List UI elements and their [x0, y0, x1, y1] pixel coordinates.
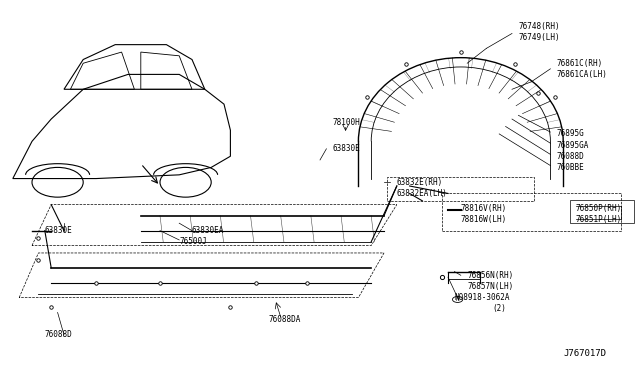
Text: N: N: [456, 297, 460, 302]
Text: (2): (2): [493, 304, 507, 313]
Text: 76895GA: 76895GA: [557, 141, 589, 150]
Text: 76500J: 76500J: [179, 237, 207, 246]
Text: 76748(RH): 76748(RH): [518, 22, 560, 31]
Text: 63832EA(LH): 63832EA(LH): [397, 189, 447, 198]
Text: 78100H: 78100H: [333, 118, 360, 127]
Text: 76850P(RH): 76850P(RH): [576, 204, 622, 213]
Text: 78816V(RH): 78816V(RH): [461, 204, 507, 213]
Text: 76861C(RH): 76861C(RH): [557, 59, 603, 68]
Text: 76851P(LH): 76851P(LH): [576, 215, 622, 224]
Text: 63830EA: 63830EA: [192, 226, 225, 235]
Text: J767017D: J767017D: [563, 349, 606, 358]
Text: 76861CA(LH): 76861CA(LH): [557, 70, 607, 79]
Text: 76856N(RH): 76856N(RH): [467, 271, 513, 280]
Text: 63830E: 63830E: [45, 226, 72, 235]
Text: 76895G: 76895G: [557, 129, 584, 138]
Text: 76749(LH): 76749(LH): [518, 33, 560, 42]
Text: N08918-3062A: N08918-3062A: [454, 293, 510, 302]
Text: 76088D: 76088D: [557, 152, 584, 161]
Text: 76088D: 76088D: [45, 330, 72, 339]
Text: 760BBE: 760BBE: [557, 163, 584, 172]
Text: 76088DA: 76088DA: [269, 315, 301, 324]
Text: 78816W(LH): 78816W(LH): [461, 215, 507, 224]
Text: 63830E: 63830E: [333, 144, 360, 153]
Text: 76857N(LH): 76857N(LH): [467, 282, 513, 291]
Text: 63832E(RH): 63832E(RH): [397, 178, 443, 187]
